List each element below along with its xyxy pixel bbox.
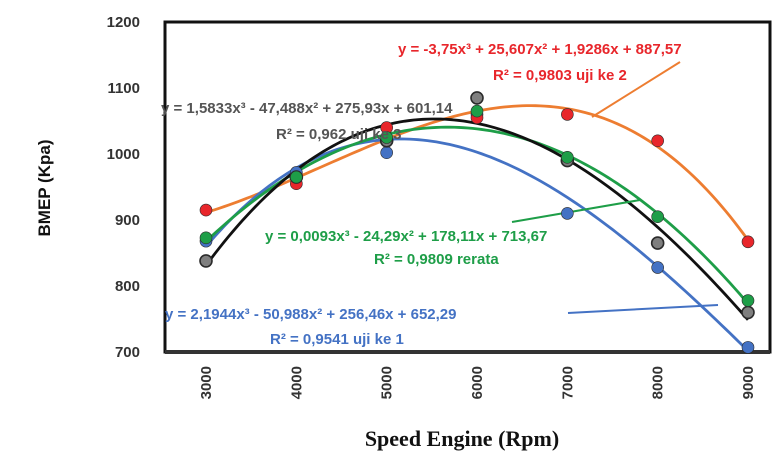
- y-tick-label: 1200: [107, 14, 140, 31]
- data-point-uji-ke-1: [380, 146, 393, 159]
- trendline-equation: y = -3,75x³ + 25,607x² + 1,9286x + 887,5…: [398, 41, 682, 58]
- r-squared-label: R² = 0,9803 uji ke 2: [493, 67, 627, 84]
- y-tick-label: 900: [115, 212, 140, 229]
- data-point-rerata: [290, 170, 303, 184]
- y-tick-label: 800: [115, 278, 140, 295]
- data-point-rerata: [380, 131, 393, 144]
- y-axis-title: BMEP (Kpa): [35, 140, 54, 237]
- trendline-equation: y = 1,5833x³ - 47,488x² + 275,93x + 601,…: [161, 100, 453, 117]
- x-tick-label: 5000: [379, 366, 396, 399]
- leader-line: [567, 304, 719, 314]
- r-squared-label: R² = 0,962 uji ke 3: [276, 126, 402, 143]
- data-point-uji-ke-3: [741, 305, 755, 320]
- y-tick-labels: 700 800 900 1000 1100 1200: [107, 14, 140, 361]
- y-tick-label: 1100: [107, 80, 140, 97]
- x-tick-label: 6000: [469, 366, 486, 399]
- data-point-uji-ke-1: [651, 261, 664, 274]
- data-point-rerata: [651, 210, 664, 223]
- trendline-equation: y = 2,1944x³ - 50,988x² + 256,46x + 652,…: [165, 306, 457, 323]
- x-tick-labels: 3000 4000 5000 6000 7000 8000 9000: [198, 366, 757, 399]
- x-tick-label: 9000: [740, 366, 757, 399]
- x-tick-label: 8000: [650, 366, 667, 399]
- data-point-uji-ke-2: [199, 203, 213, 217]
- r-squared-label: R² = 0,9809 rerata: [374, 251, 499, 268]
- plot-frame: [163, 20, 772, 354]
- data-point-uji-ke-2: [741, 235, 755, 249]
- leader-line: [511, 199, 641, 223]
- data-point-rerata: [470, 104, 484, 118]
- data-point-uji-ke-2: [561, 108, 574, 121]
- x-tick-label: 7000: [559, 366, 576, 399]
- data-point-uji-ke-3: [650, 236, 665, 250]
- data-points: [199, 91, 755, 354]
- x-tick-label: 3000: [198, 366, 215, 399]
- x-tick-label: 4000: [288, 366, 305, 399]
- x-axis-title: Speed Engine (Rpm): [365, 426, 559, 451]
- r-squared-label: R² = 0,9541 uji ke 1: [270, 331, 404, 348]
- data-point-uji-ke-3: [470, 91, 484, 105]
- equation-leader-lines: [511, 61, 719, 314]
- data-point-uji-ke-2: [651, 134, 664, 148]
- leader-line: [591, 61, 681, 118]
- data-point-uji-ke-3: [199, 254, 213, 268]
- equation-labels: y = 2,1944x³ - 50,988x² + 256,46x + 652,…: [161, 41, 682, 348]
- data-point-uji-ke-1: [741, 341, 755, 354]
- data-point-uji-ke-1: [561, 207, 574, 220]
- axes-group: [163, 20, 772, 354]
- y-tick-label: 1000: [107, 146, 140, 163]
- y-tick-label: 700: [115, 344, 140, 361]
- trendline-equation: y = 0,0093x³ - 24,29x² + 178,11x + 713,6…: [265, 228, 547, 245]
- data-point-rerata: [199, 231, 213, 245]
- data-point-rerata: [741, 294, 755, 307]
- data-point-rerata: [561, 151, 574, 164]
